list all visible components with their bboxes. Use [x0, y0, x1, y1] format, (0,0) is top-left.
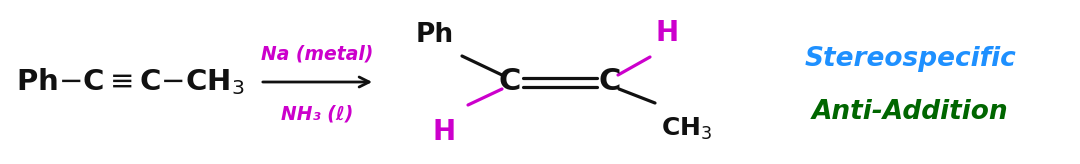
Text: CH$_3$: CH$_3$: [661, 116, 713, 142]
Text: C: C: [598, 68, 621, 96]
Text: C: C: [499, 68, 522, 96]
Text: Na (metal): Na (metal): [261, 44, 374, 63]
Text: Ph: Ph: [416, 22, 454, 48]
Text: Anti-Addition: Anti-Addition: [812, 99, 1009, 125]
Text: NH₃ (ℓ): NH₃ (ℓ): [281, 104, 353, 123]
Text: H: H: [656, 19, 679, 47]
Text: Ph$-$C$\equiv$C$-$CH$_3$: Ph$-$C$\equiv$C$-$CH$_3$: [15, 67, 244, 97]
Text: Stereospecific: Stereospecific: [805, 46, 1016, 72]
Text: H: H: [433, 118, 456, 146]
